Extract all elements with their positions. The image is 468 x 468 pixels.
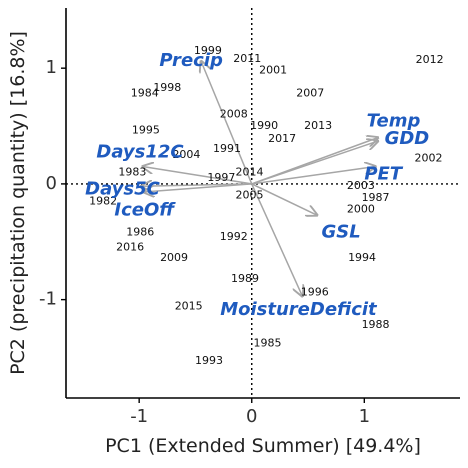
point-1987: 1987	[362, 191, 390, 204]
point-1993: 1993	[195, 354, 223, 367]
point-2008: 2008	[220, 107, 248, 120]
point-1983: 1983	[118, 165, 146, 178]
point-2007: 2007	[296, 87, 324, 100]
point-1998: 1998	[153, 81, 181, 94]
axis-ticks: -1 0 1 -1 0 1	[39, 57, 370, 427]
vector-precip-arrow	[201, 61, 253, 185]
point-2001: 2001	[259, 63, 287, 76]
vector-days5c-label: Days5C	[85, 179, 161, 200]
point-1992: 1992	[220, 230, 248, 243]
vector-gsl-label: GSL	[322, 222, 361, 243]
point-2005: 2005	[235, 188, 263, 201]
vector-pet-label: PET	[364, 164, 403, 185]
loading-vectors	[141, 61, 377, 296]
point-2014: 2014	[235, 165, 263, 178]
point-1997: 1997	[207, 171, 235, 184]
y-tick-label: 0	[46, 173, 57, 194]
point-2000: 2000	[347, 202, 375, 215]
vector-gsl-arrow	[251, 183, 317, 215]
point-2015: 2015	[175, 300, 203, 313]
vector-gdd-arrow	[251, 138, 378, 185]
y-tick-label: 1	[46, 57, 57, 78]
point-1990: 1990	[250, 119, 278, 132]
vector-days5c-arrow	[141, 184, 252, 186]
x-tick-label: 1	[359, 406, 370, 427]
x-axis-title: PC1 (Extended Summer) [49.4%]	[105, 435, 421, 457]
vector-pet-arrow	[251, 167, 376, 185]
vector-iceoff-label: IceOff	[114, 200, 176, 221]
point-1999: 1999	[194, 44, 222, 57]
point-1989: 1989	[231, 272, 259, 285]
point-2002: 2002	[414, 151, 442, 164]
y-axis-title: PC2 (precipitation quantity) [16.8%]	[7, 31, 29, 375]
point-2016: 2016	[116, 241, 144, 254]
point-1985: 1985	[254, 337, 282, 350]
reference-lines	[66, 8, 460, 398]
vector-moisturedeficit-label: MoistureDeficit	[220, 299, 378, 320]
point-1995: 1995	[132, 124, 160, 137]
vector-days12c-arrow	[143, 167, 252, 185]
point-2017: 2017	[268, 132, 296, 145]
point-1986: 1986	[126, 226, 154, 239]
point-1982: 1982	[89, 194, 117, 207]
vector-gdd-label: GDD	[385, 128, 430, 149]
point-2004: 2004	[172, 148, 200, 161]
point-1994: 1994	[348, 251, 376, 264]
point-2011: 2011	[233, 52, 261, 65]
point-1996: 1996	[301, 286, 329, 299]
axes	[65, 8, 460, 399]
vector-temp-label: Temp	[367, 110, 421, 131]
vector-precip-label: Precip	[159, 50, 223, 71]
point-1991: 1991	[213, 142, 241, 155]
point-1988: 1988	[362, 318, 390, 331]
vector-iceoff-arrow	[144, 183, 252, 192]
x-tick-label: 0	[246, 406, 257, 427]
vector-days12c-label: Days12C	[96, 142, 184, 163]
y-tick-label: -1	[39, 289, 57, 310]
point-2013: 2013	[304, 119, 332, 132]
x-tick-label: -1	[130, 406, 148, 427]
point-2012: 2012	[416, 53, 444, 66]
point-2003: 2003	[347, 179, 375, 192]
point-2009: 2009	[160, 251, 188, 264]
point-1984: 1984	[131, 87, 159, 100]
vector-moisturedeficit-arrow	[251, 183, 303, 296]
